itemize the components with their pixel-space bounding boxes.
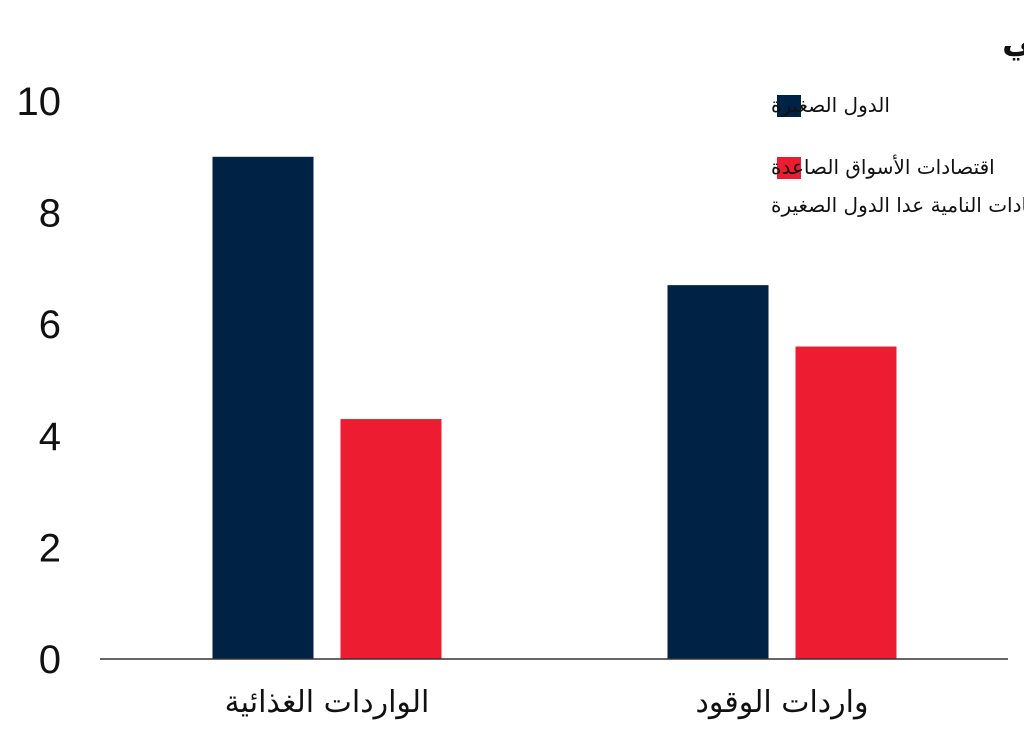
y-tick-label: 6 bbox=[39, 303, 61, 347]
legend-swatch-emde bbox=[777, 157, 801, 179]
y-tick-label: 0 bbox=[39, 638, 61, 682]
y-tick-label: 4 bbox=[39, 415, 61, 459]
y-axis-ticks: 0 2 4 6 8 10 bbox=[17, 80, 62, 682]
legend-label-emde-line-2: والاقتصادات النامية عدا الدول الصغيرة bbox=[771, 193, 1024, 217]
bar bbox=[212, 156, 314, 660]
y-tick-label: 2 bbox=[39, 526, 61, 570]
bar bbox=[795, 346, 897, 659]
x-category-label: الواردات الغذائية bbox=[225, 685, 430, 720]
x-category-label: واردات الوقود bbox=[696, 685, 869, 720]
legend: الدول الصغيرة اقتصادات الأسواق الصاعدة و… bbox=[771, 93, 1024, 217]
y-tick-label: 8 bbox=[39, 192, 61, 236]
legend-label-small-states: الدول الصغيرة bbox=[771, 93, 890, 117]
bar bbox=[667, 285, 769, 659]
bars bbox=[212, 156, 897, 660]
legend-label-emde-line-1: اقتصادات الأسواق الصاعدة bbox=[771, 155, 995, 179]
legend-swatch-small-states bbox=[777, 95, 801, 117]
y-tick-label: 10 bbox=[17, 80, 62, 124]
bar bbox=[340, 419, 442, 659]
chart-title: % من إجمالي الناتج المحلي bbox=[1002, 21, 1024, 61]
x-axis-labels: الواردات الغذائية واردات الوقود bbox=[225, 685, 869, 720]
